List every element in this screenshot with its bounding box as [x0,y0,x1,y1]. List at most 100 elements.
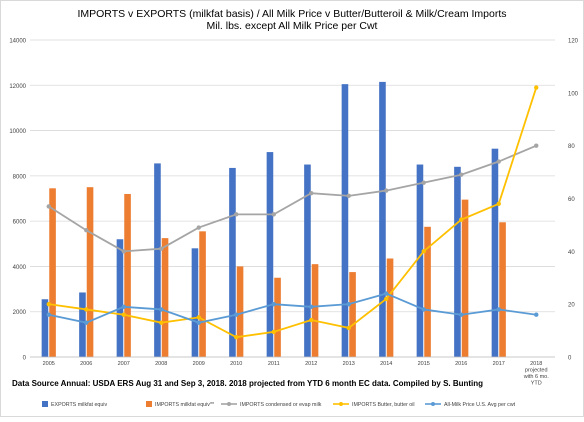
chart-subtitle: Mil. lbs. except All Milk Price per Cwt [207,20,378,32]
right-tick-label: 120 [568,39,579,45]
series-point [121,312,126,317]
bar [49,188,56,357]
series-point [346,193,351,199]
chart-title: IMPORTS v EXPORTS (milkfat basis) / All … [77,8,506,20]
series-point [84,228,89,233]
bar [161,238,169,357]
series-point [159,307,164,312]
left-tick-label: 12000 [9,84,26,90]
legend-label: IMPORTS Butter, butter oil [352,402,415,408]
series-point [496,307,501,312]
series-point [159,320,164,325]
right-tick-label: 0 [568,356,572,362]
bar [304,164,311,357]
bars [41,81,506,358]
legend-swatch [431,402,435,406]
series-point [459,217,464,222]
x-tick-label: 2016 [455,361,467,367]
series-point [121,304,126,310]
series-point [459,312,464,317]
x-tick-label: 2012 [305,361,317,367]
series-point [196,320,201,325]
bar [116,239,124,357]
legend-label: IMPORTS condensed or evap milk [240,402,322,408]
series-point [496,201,501,206]
series-point [234,334,239,340]
bar [86,187,94,357]
series-point [346,301,351,307]
series-point [309,304,314,310]
footnote: Data Source Annual: USDA ERS Aug 31 and … [12,379,483,388]
series-line [48,292,537,324]
bar [274,277,281,357]
bar [454,166,461,357]
legend-label: EXPORTS milkfat equiv [51,402,107,408]
series-line [48,87,538,339]
x-tick-label: 2005 [43,361,55,367]
bar [229,167,236,357]
x-tick-label: 2006 [80,361,92,367]
bar [41,299,49,357]
right-tick-label: 20 [568,303,575,309]
series-point [496,159,501,164]
series-point [271,329,276,335]
series-point [46,301,51,307]
x-tick-label: 2013 [343,361,355,367]
bar [416,164,424,357]
right-tick-label: 80 [568,144,575,150]
series-point [309,191,314,196]
right-axis: 0 20 40 60 80 100 120 [568,39,579,362]
x-tick-label: 2009 [193,361,205,367]
x-tick-label: 2018 projected with 6 mo. YTD [523,361,550,387]
left-tick-label: 8000 [13,174,27,180]
series-point [384,188,389,193]
left-axis: 0 2000 4000 6000 8000 10000 12000 14000 [9,39,26,362]
bar [341,84,349,358]
bar [491,148,499,357]
series-point [384,291,389,296]
series-point [534,312,539,317]
series-point [121,249,126,254]
legend-swatch [227,402,231,406]
series-point [271,212,276,217]
x-tick-label: 2017 [493,361,505,367]
bar [124,193,131,357]
bar [191,248,199,357]
bar [424,226,431,357]
bar [79,292,86,357]
x-tick-label: 2008 [155,361,167,367]
bar [236,266,244,357]
series-point [534,143,539,148]
left-tick-label: 0 [23,356,27,362]
right-tick-label: 60 [568,197,575,203]
bar [311,264,319,357]
series-point [84,320,89,325]
series-point [459,172,464,177]
bar [266,152,274,357]
bar [379,81,386,357]
x-tick-label: 2014 [380,361,392,367]
bar [199,231,206,357]
series-point [346,325,351,331]
x-axis: 2005 2006 2007 2008 2009 2010 2011 2012 2013 2014… [30,356,555,387]
right-tick-label: 100 [568,91,579,97]
bar [154,163,161,357]
x-tick-label: 2011 [268,361,280,367]
bar [499,222,506,357]
x-tick-label: 2010 [230,361,242,367]
series-point [421,180,426,185]
series-point [421,307,426,312]
legend: EXPORTS milkfat equiv IMPORTS milkfat equ… [42,401,516,408]
series-point [196,315,201,320]
legend-swatch [42,401,48,407]
series-line [48,144,537,253]
legend-label: IMPORTS milkfat equiv** [155,402,214,408]
series-point [46,312,51,317]
bar [461,199,469,357]
left-tick-label: 10000 [9,129,26,135]
series-point [271,301,276,307]
left-tick-label: 2000 [13,310,27,316]
series-point [46,204,51,209]
left-tick-label: 4000 [13,265,27,271]
right-tick-label: 40 [568,250,575,256]
